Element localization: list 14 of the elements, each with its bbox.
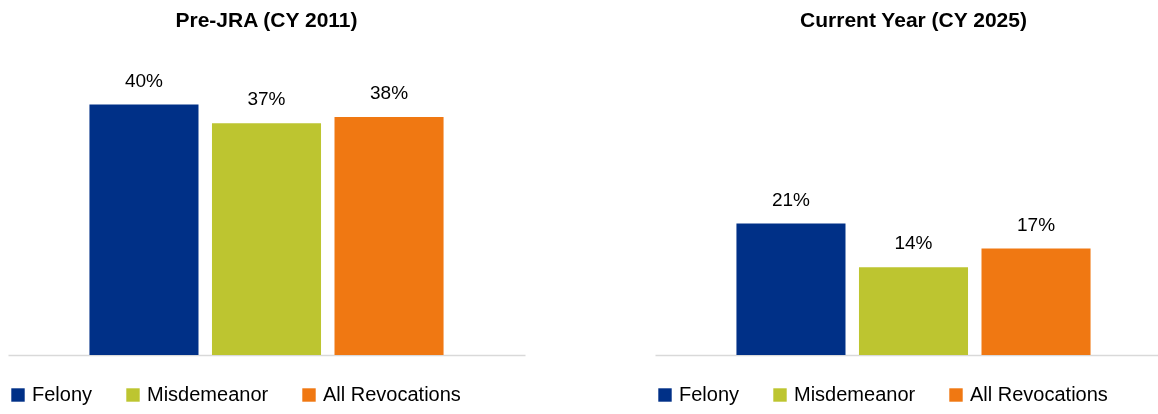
chart-title: Current Year (CY 2025) xyxy=(800,8,1027,31)
legend-label: Felony xyxy=(32,383,93,405)
data-label: 38% xyxy=(370,82,409,104)
legend-label: Felony xyxy=(679,383,740,405)
chart-title: Pre-JRA (CY 2011) xyxy=(175,8,358,31)
data-label: 40% xyxy=(124,69,164,91)
legend-label: Misdemeanor xyxy=(794,383,916,405)
legend-label: All Revocations xyxy=(323,383,461,405)
legend-label: All Revocations xyxy=(970,383,1108,405)
data-label: 37% xyxy=(247,88,286,110)
data-label: 17% xyxy=(1017,213,1056,235)
legend-label: Misdemeanor xyxy=(147,383,269,405)
data-label: 21% xyxy=(771,188,811,210)
data-label: 14% xyxy=(894,232,933,254)
